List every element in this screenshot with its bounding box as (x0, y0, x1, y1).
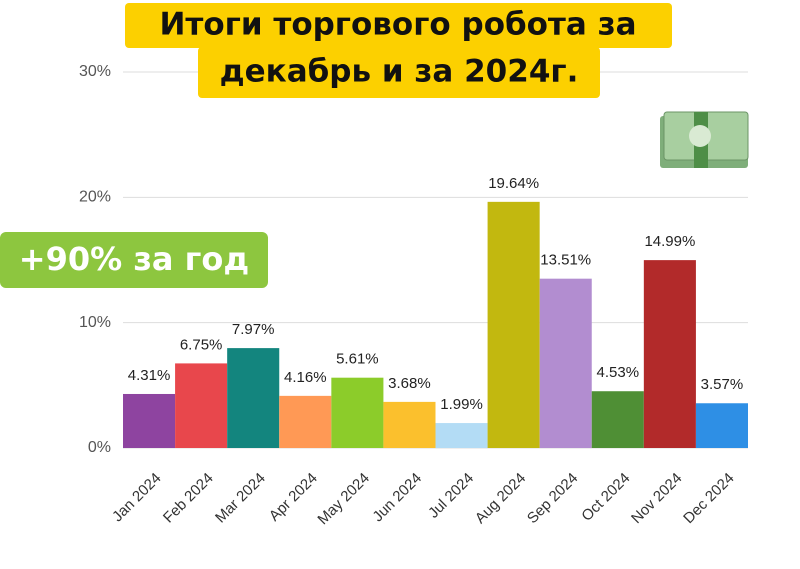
bar (383, 401, 436, 448)
bar (487, 201, 540, 448)
value-label: 4.16% (284, 369, 327, 386)
title-box (125, 3, 672, 48)
value-label: 3.68% (388, 375, 431, 392)
x-tick-label: Dec 2024 (680, 470, 737, 527)
x-tick-label: Nov 2024 (628, 470, 685, 527)
bar (175, 363, 228, 448)
money-icon (660, 111, 749, 168)
bar (227, 348, 280, 448)
x-tick-label: Mar 2024 (212, 470, 269, 527)
bar (643, 260, 696, 448)
value-label: 19.64% (488, 175, 539, 192)
x-tick-label: Jul 2024 (425, 470, 477, 522)
value-label: 3.57% (701, 376, 744, 393)
chart-title: декабрь и за 2024г. (220, 54, 579, 90)
value-label: 14.99% (644, 233, 695, 250)
value-label: 13.51% (540, 252, 591, 269)
bar (591, 391, 644, 448)
value-label: 6.75% (180, 336, 223, 353)
chart-title: Итоги торгового робота за (159, 7, 636, 43)
x-tick-label: Sep 2024 (524, 470, 581, 527)
value-label: 7.97% (232, 321, 275, 338)
y-tick-label: 10% (79, 314, 111, 331)
x-tick-label: May 2024 (314, 470, 373, 529)
x-tick-label: Aug 2024 (472, 470, 529, 527)
annotation: +90% за год (19, 240, 249, 278)
x-tick-label: Oct 2024 (578, 470, 633, 525)
x-tick-label: Jan 2024 (109, 470, 165, 526)
bar (279, 395, 332, 448)
x-tick-label: Feb 2024 (160, 470, 217, 527)
title-box (198, 47, 600, 98)
annotation-box (0, 232, 268, 288)
bar (695, 403, 748, 448)
value-label: 4.31% (128, 367, 171, 384)
bar (539, 278, 592, 448)
x-tick-label: Apr 2024 (266, 470, 321, 525)
x-tick-label: Jun 2024 (369, 470, 425, 526)
value-label: 4.53% (597, 364, 640, 381)
y-tick-label: 30% (79, 63, 111, 80)
y-tick-label: 20% (79, 189, 111, 206)
value-label: 1.99% (440, 396, 483, 413)
bar (435, 423, 488, 448)
y-tick-label: 0% (88, 439, 111, 456)
value-label: 5.61% (336, 351, 379, 368)
bar (123, 393, 176, 448)
bar (331, 377, 384, 448)
